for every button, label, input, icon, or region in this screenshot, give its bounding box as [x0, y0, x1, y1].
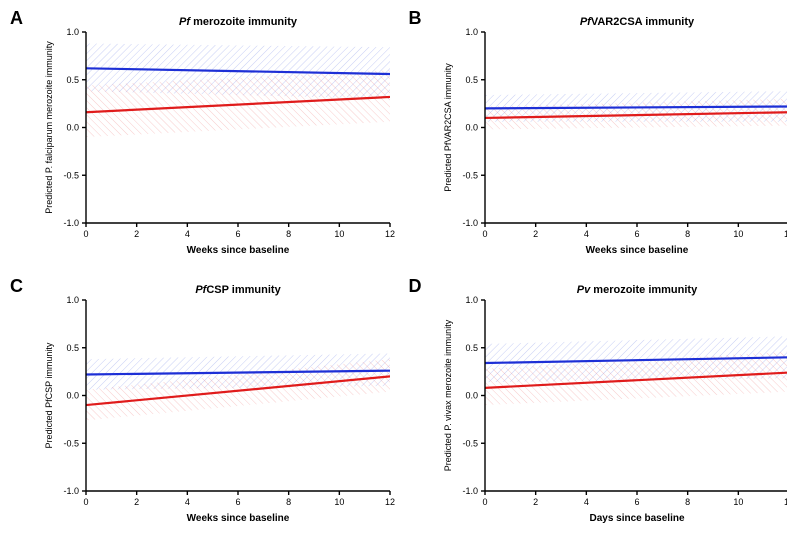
svg-text:0.0: 0.0 — [66, 390, 79, 400]
svg-text:10: 10 — [733, 229, 743, 239]
svg-text:6: 6 — [634, 229, 639, 239]
svg-text:0.0: 0.0 — [66, 123, 79, 133]
panel-a: A Pf merozoite immunity -1.0 -0.5 0.0 0.5 1.… — [10, 10, 379, 258]
svg-text:2: 2 — [533, 229, 538, 239]
y-label: Predicted P. falciparum merozoite immuni… — [44, 41, 54, 214]
chart: Pv merozoite immunity -1.0-0.50.00.51.0 … — [437, 278, 778, 526]
x-label: Days since baseline — [589, 513, 684, 524]
svg-text:4: 4 — [583, 229, 588, 239]
svg-text:0: 0 — [83, 497, 88, 507]
chart: PfVAR2CSA immunity -1.0 -0.5 0.0 0.5 1.0 0 2 4… — [437, 10, 778, 258]
svg-text:0.5: 0.5 — [465, 342, 478, 352]
panel-letter: D — [409, 276, 422, 297]
svg-text:0.0: 0.0 — [465, 390, 478, 400]
svg-text:10: 10 — [733, 497, 743, 507]
svg-text:0.0: 0.0 — [465, 123, 478, 133]
x-label: Weeks since baseline — [187, 513, 290, 524]
svg-text:12: 12 — [385, 497, 395, 507]
svg-text:0: 0 — [482, 229, 487, 239]
svg-text:-1.0: -1.0 — [63, 486, 79, 496]
svg-text:4: 4 — [185, 229, 190, 239]
svg-text:8: 8 — [685, 229, 690, 239]
svg-text:12: 12 — [385, 229, 395, 239]
x-label: Weeks since baseline — [585, 245, 688, 256]
y-label: Predicted PfCSP immunity — [44, 342, 54, 448]
svg-text:8: 8 — [286, 229, 291, 239]
panel-letter: A — [10, 8, 23, 29]
svg-text:4: 4 — [583, 497, 588, 507]
svg-text:1.0: 1.0 — [465, 27, 478, 37]
chart: PfCSP immunity -1.0 -0.5 0.0 0.5 1.0 0 2 4 6 8 10… — [38, 278, 379, 526]
chart-grid: A Pf merozoite immunity -1.0 -0.5 0.0 0.5 1.… — [10, 10, 777, 525]
svg-text:-0.5: -0.5 — [63, 438, 79, 448]
svg-text:6: 6 — [235, 229, 240, 239]
panel-letter: B — [409, 8, 422, 29]
svg-text:0.5: 0.5 — [465, 75, 478, 85]
svg-text:2: 2 — [533, 497, 538, 507]
chart-title: Pv merozoite immunity — [576, 284, 697, 296]
chart-title: PfVAR2CSA immunity — [579, 16, 694, 28]
svg-text:10: 10 — [334, 497, 344, 507]
panel-b: B PfVAR2CSA immunity -1.0 -0.5 0.0 0.5 1.0 0… — [409, 10, 778, 258]
svg-text:-0.5: -0.5 — [462, 438, 478, 448]
x-label: Weeks since baseline — [187, 245, 290, 256]
svg-text:2: 2 — [134, 229, 139, 239]
svg-text:2: 2 — [134, 497, 139, 507]
svg-text:12: 12 — [783, 229, 787, 239]
y-label: Predicted PfVAR2CSA immunity — [443, 63, 453, 192]
svg-text:-1.0: -1.0 — [462, 486, 478, 496]
svg-text:6: 6 — [235, 497, 240, 507]
svg-text:0: 0 — [482, 497, 487, 507]
svg-text:1.0: 1.0 — [465, 295, 478, 305]
y-label: Predicted P. vivax merozoite immunity — [443, 319, 453, 471]
chart-title: PfCSP immunity — [195, 284, 281, 296]
svg-text:8: 8 — [685, 497, 690, 507]
svg-text:-0.5: -0.5 — [63, 170, 79, 180]
svg-text:1.0: 1.0 — [66, 27, 79, 37]
panel-c: C PfCSP immunity -1.0 -0.5 0.0 0.5 1.0 0 2 4 6 8… — [10, 278, 379, 526]
svg-text:0: 0 — [83, 229, 88, 239]
svg-text:-1.0: -1.0 — [462, 218, 478, 228]
panel-d: D Pv merozoite immunity -1.0 -0.5 0.0 0.5 1.… — [409, 278, 778, 526]
panel-letter: C — [10, 276, 23, 297]
chart-title: Pf merozoite immunity — [179, 16, 298, 28]
svg-text:6: 6 — [634, 497, 639, 507]
svg-text:4: 4 — [185, 497, 190, 507]
svg-text:8: 8 — [286, 497, 291, 507]
svg-text:0.5: 0.5 — [66, 342, 79, 352]
svg-text:-1.0: -1.0 — [63, 218, 79, 228]
svg-text:10: 10 — [334, 229, 344, 239]
svg-text:-0.5: -0.5 — [462, 170, 478, 180]
chart: Pf merozoite immunity -1.0-0.50.00.51.0 … — [38, 10, 379, 258]
svg-text:1.0: 1.0 — [66, 295, 79, 305]
svg-text:0.5: 0.5 — [66, 75, 79, 85]
svg-text:12: 12 — [783, 497, 787, 507]
